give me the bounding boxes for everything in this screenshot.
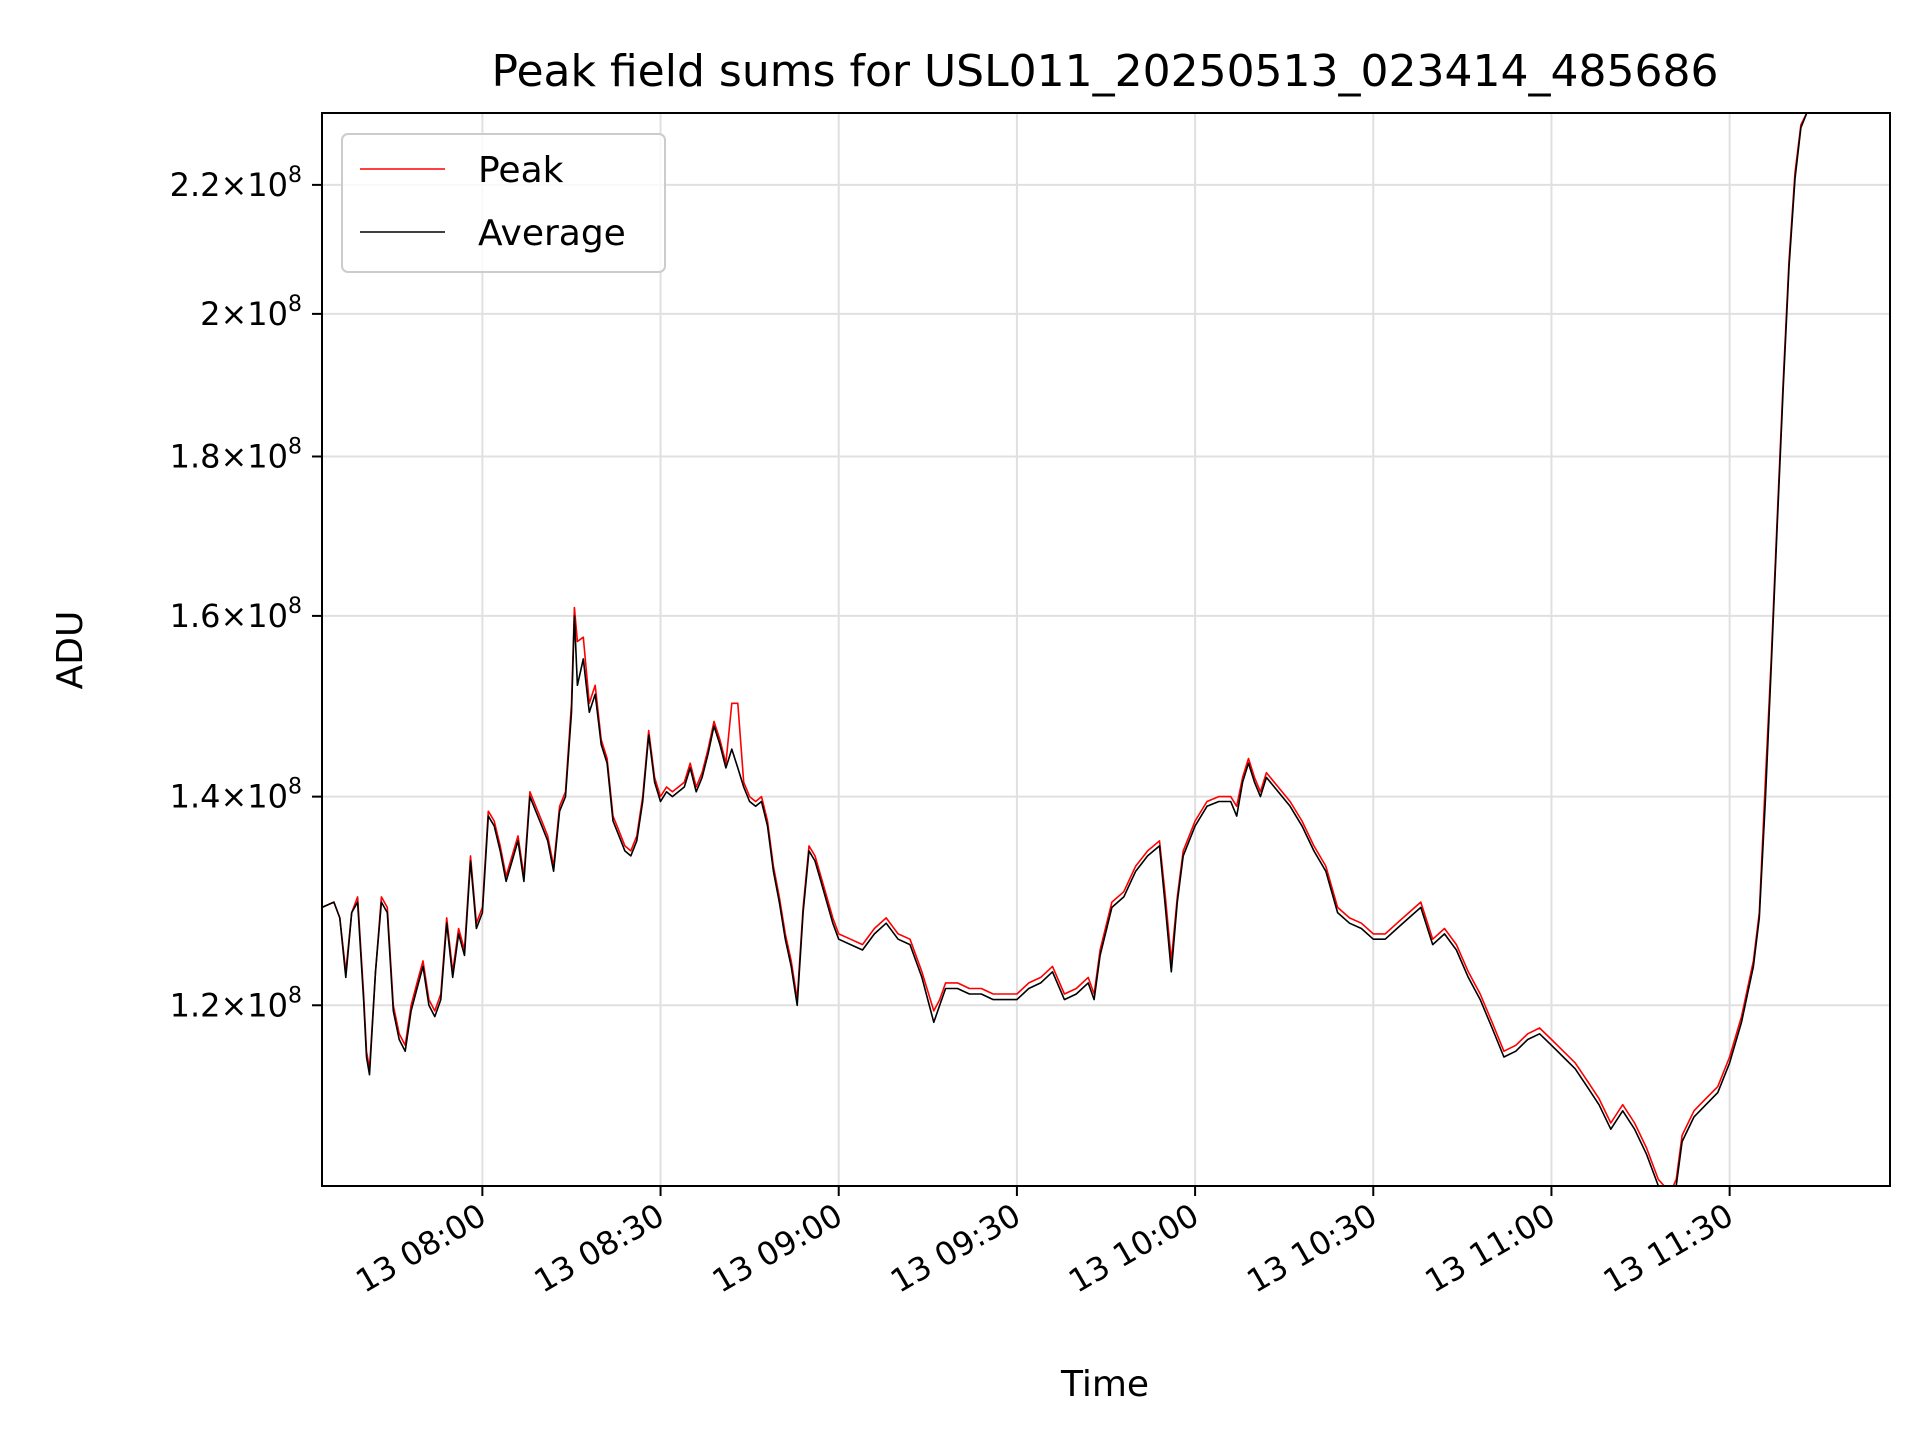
series-line-average <box>322 113 1808 1186</box>
y-tick-exponent: 8 <box>288 434 302 459</box>
y-tick-exponent: 8 <box>288 594 302 619</box>
y-tick-mantissa: 2.2×10 <box>170 166 288 204</box>
y-tick-exponent: 8 <box>288 292 302 317</box>
y-tick-label: 1.8×108 <box>170 434 302 475</box>
y-tick-exponent: 8 <box>288 775 302 800</box>
plot-frame <box>321 112 1891 1187</box>
y-tick-mantissa: 1.6×10 <box>170 597 288 635</box>
y-tick-mantissa: 1.8×10 <box>170 437 288 475</box>
y-tick-mantissa: 1.2×10 <box>170 986 288 1024</box>
x-axis-label: Time <box>1060 1364 1149 1405</box>
y-tick-label: 1.6×108 <box>170 594 302 635</box>
y-tick-exponent: 8 <box>288 983 302 1008</box>
legend-label-average: Average <box>478 213 626 254</box>
y-tick-exponent: 8 <box>288 163 302 188</box>
series-line-peak <box>322 113 1808 1186</box>
y-tick-mantissa: 2×10 <box>200 295 288 333</box>
y-tick-label: 1.2×108 <box>170 983 302 1024</box>
y-tick-mantissa: 1.4×10 <box>170 778 288 816</box>
y-tick-label: 2×108 <box>200 292 302 333</box>
legend-label-peak: Peak <box>478 150 564 191</box>
y-tick-label: 2.2×108 <box>170 163 302 204</box>
y-axis-label: ADU <box>50 611 91 690</box>
chart-title: Peak field sums for USL011_20250513_0234… <box>492 46 1719 97</box>
series-layer <box>322 113 1808 1186</box>
y-tick-label: 1.4×108 <box>170 775 302 816</box>
legend: Peak Average <box>341 133 666 273</box>
grid <box>322 113 1890 1186</box>
